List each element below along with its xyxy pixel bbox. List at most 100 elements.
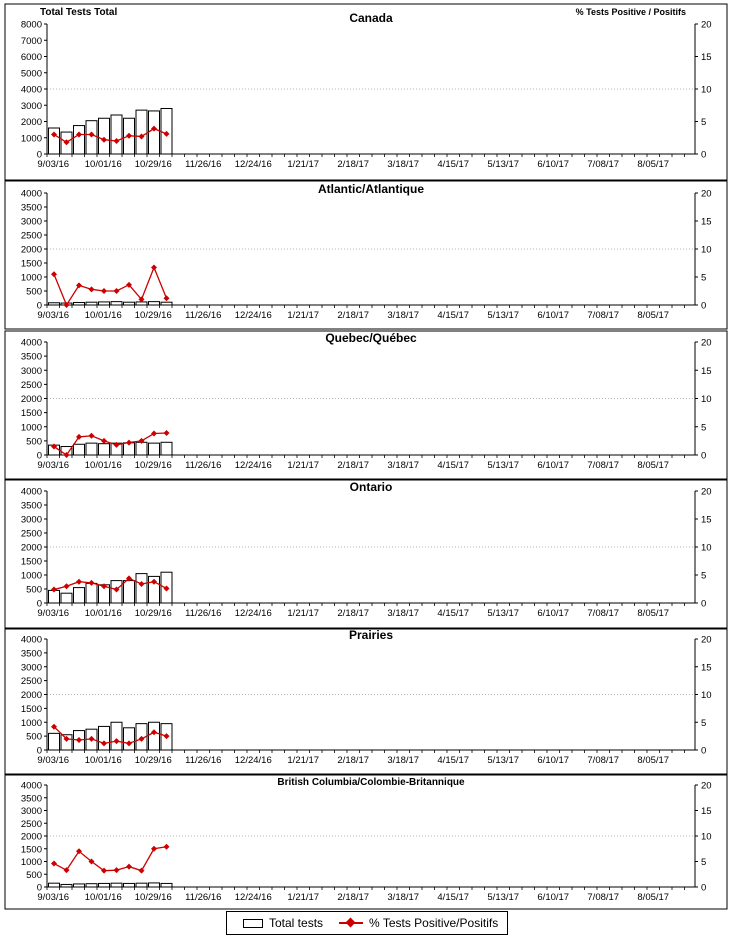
panel-5-y-tick-label: 1500 xyxy=(21,704,42,715)
panel-3-y-tick-label: 0 xyxy=(37,451,42,462)
panel-4-x-tick-label: 5/13/17 xyxy=(487,608,519,619)
panel-4-percent-point xyxy=(101,583,107,590)
panel-6-x-tick-label: 5/13/17 xyxy=(487,892,519,903)
panel-4-y-tick-label: 3000 xyxy=(21,515,42,526)
panel-6-y-tick-label: 3500 xyxy=(21,793,42,804)
panel-6-percent-point xyxy=(88,858,95,865)
panel-1-bar xyxy=(148,110,160,155)
panel-1-x-tick-label: 10/01/16 xyxy=(85,159,122,170)
panel-6-bar xyxy=(110,882,123,888)
panel-5-y-tick-label: 3500 xyxy=(21,648,42,659)
panel-6-percent-point xyxy=(76,848,82,855)
panel-4-bar xyxy=(73,587,85,604)
panel-2-frame xyxy=(4,180,728,330)
panel-1-x-tick-label: 7/08/17 xyxy=(587,159,619,170)
panel-3-x-tick-label: 10/01/16 xyxy=(85,460,122,471)
panel-5-bar xyxy=(98,725,110,751)
panel-5-y2-tick-label: 10 xyxy=(701,690,712,701)
panel-1-y-tick-label: 2000 xyxy=(21,117,42,128)
panel-4-y-tick-label: 1500 xyxy=(21,557,42,568)
panel-2-percent-point xyxy=(101,288,107,294)
panel-3-y2-tick-label: 0 xyxy=(701,451,706,462)
panel-1-percent-line xyxy=(53,127,167,144)
panel-6-bar xyxy=(60,883,73,888)
panel-1-y2-tick-label: 20 xyxy=(701,20,712,31)
panel-3-x-tick-label: 8/05/17 xyxy=(637,460,669,471)
panel-2-x-tick-label: 10/29/16 xyxy=(135,310,172,321)
panel-6-y2-tick-label: 0 xyxy=(701,883,706,894)
panel-6-frame xyxy=(4,774,728,910)
panel-3-y2-tick-label: 20 xyxy=(701,338,712,349)
panel-3-y2-tick-label: 10 xyxy=(701,394,712,405)
panel-4-bar xyxy=(135,573,148,604)
panel-4-bar xyxy=(85,582,98,604)
panel-6-y2-tick-label: 20 xyxy=(701,781,712,792)
panel-5-percent-point xyxy=(88,735,95,742)
panel-6-y-tick-label: 2500 xyxy=(21,819,42,830)
panel-5-percent-point xyxy=(63,735,70,742)
panel-2-y-tick-label: 4000 xyxy=(21,189,42,200)
panel-5-y2-tick-label: 0 xyxy=(701,746,706,757)
panel-1-x-tick-label: 8/05/17 xyxy=(637,159,669,170)
panel-5-y-tick-label: 2000 xyxy=(21,690,42,701)
panel-4-percent-point xyxy=(138,580,145,587)
panel-5-percent-point xyxy=(76,737,82,744)
panel-3-x-tick-label: 3/18/17 xyxy=(387,460,419,471)
panel-2-bar xyxy=(85,301,98,306)
panel-3-x-tick-label: 11/26/16 xyxy=(185,460,221,471)
panel-5-percent-point xyxy=(126,740,132,747)
panel-4-percent-point xyxy=(63,583,70,590)
panel-1-percent-point xyxy=(76,131,82,138)
panel-3-bar xyxy=(160,441,173,456)
panel-4-x-tick-label: 6/10/17 xyxy=(537,608,569,619)
panel-6-percent-point xyxy=(138,867,145,874)
panel-3-y2-tick-label: 15 xyxy=(701,366,712,377)
panel-1-x-tick-label: 4/15/17 xyxy=(437,159,469,170)
panel-5-x-tick-label: 1/21/17 xyxy=(287,755,319,766)
panel-5-percent-point xyxy=(101,740,107,747)
panel-1-y2-tick-label: 5 xyxy=(701,117,706,128)
panel-2-x-tick-label: 9/03/16 xyxy=(37,310,69,321)
panel-5-percent-line xyxy=(53,726,167,745)
panel-3-x-tick-label: 4/15/17 xyxy=(437,460,469,471)
panel-6-title: British Columbia/Colombie-Britannique xyxy=(277,777,465,788)
panel-6-y-tick-label: 1500 xyxy=(21,844,42,855)
panel-4-y2-tick-label: 0 xyxy=(701,599,706,610)
panel-6-percent-point xyxy=(101,867,107,874)
panel-2-percent-point xyxy=(76,282,82,289)
panel-5-y-tick-label: 2500 xyxy=(21,676,42,687)
panel-2-x-tick-label: 3/18/17 xyxy=(387,310,419,321)
panel-5-x-tick-label: 10/29/16 xyxy=(135,755,172,766)
panel-1-percent-point xyxy=(88,131,95,138)
panel-1-percent-point xyxy=(138,133,145,140)
panel-5-x-tick-label: 3/18/17 xyxy=(387,755,419,766)
panel-1-y2-tick-label: 10 xyxy=(701,85,712,96)
panel-2-x-tick-label: 8/05/17 xyxy=(637,310,669,321)
panel-4-x-tick-label: 2/18/17 xyxy=(337,608,369,619)
panel-3-percent-point xyxy=(63,452,70,458)
panel-2-y2-tick-label: 0 xyxy=(701,301,706,312)
panel-3-y-tick-label: 3500 xyxy=(21,352,42,363)
panel-3-percent-point xyxy=(138,437,145,444)
panel-2-bar xyxy=(148,301,160,306)
panel-6-y-tick-label: 3000 xyxy=(21,806,42,817)
panel-3-x-tick-label: 2/18/17 xyxy=(337,460,369,471)
chart-legend: Total tests % Tests Positive/Positifs xyxy=(226,911,508,935)
panel-3-percent-point xyxy=(126,439,132,446)
panel-1-frame xyxy=(4,3,728,181)
panel-2-bar xyxy=(73,301,85,306)
panel-5-x-tick-label: 9/03/16 xyxy=(37,755,69,766)
panel-6-y-tick-label: 4000 xyxy=(21,781,42,792)
panel-4-y-tick-label: 1000 xyxy=(21,571,42,582)
charts-container: Canada Total Tests Total % Tests Positive … xyxy=(4,3,728,910)
panel-4-bar xyxy=(148,575,160,604)
panel-1-y-tick-label: 4000 xyxy=(21,85,42,96)
panel-6-y2-tick-label: 15 xyxy=(701,806,712,817)
panel-2-bar xyxy=(48,302,60,306)
panel-5-x-tick-label: 10/01/16 xyxy=(85,755,122,766)
panel-3-percent-point xyxy=(101,437,107,444)
right-axis-title: % Tests Positive / Positifs xyxy=(576,7,686,17)
panel-4-y-tick-label: 2000 xyxy=(21,543,42,554)
panel-1-y2-tick-label: 0 xyxy=(701,150,706,161)
panel-1-y-tick-label: 0 xyxy=(37,150,42,161)
